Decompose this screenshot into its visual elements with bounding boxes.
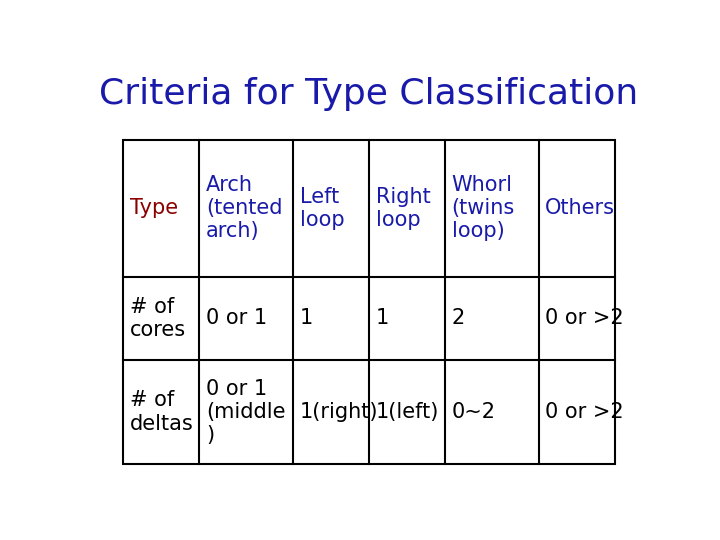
Text: 1: 1 bbox=[376, 308, 389, 328]
Text: Left
loop: Left loop bbox=[300, 187, 344, 230]
Text: # of
cores: # of cores bbox=[130, 297, 186, 340]
Text: Right
loop: Right loop bbox=[376, 187, 431, 230]
Text: Others: Others bbox=[545, 198, 615, 218]
Text: 0~2: 0~2 bbox=[451, 402, 495, 422]
Text: 0 or >2: 0 or >2 bbox=[545, 308, 624, 328]
Text: Whorl
(twins
loop): Whorl (twins loop) bbox=[451, 175, 515, 241]
Text: 0 or >2: 0 or >2 bbox=[545, 402, 624, 422]
Text: Criteria for Type Classification: Criteria for Type Classification bbox=[99, 77, 639, 111]
Text: 2: 2 bbox=[451, 308, 465, 328]
Text: 1: 1 bbox=[300, 308, 313, 328]
Text: Type: Type bbox=[130, 198, 179, 218]
Text: 1(left): 1(left) bbox=[376, 402, 439, 422]
Text: 1(right): 1(right) bbox=[300, 402, 378, 422]
Text: Arch
(tented
arch): Arch (tented arch) bbox=[206, 175, 283, 241]
Text: 0 or 1
(middle
): 0 or 1 (middle ) bbox=[206, 379, 286, 445]
Text: 0 or 1: 0 or 1 bbox=[206, 308, 267, 328]
Text: # of
deltas: # of deltas bbox=[130, 390, 194, 434]
